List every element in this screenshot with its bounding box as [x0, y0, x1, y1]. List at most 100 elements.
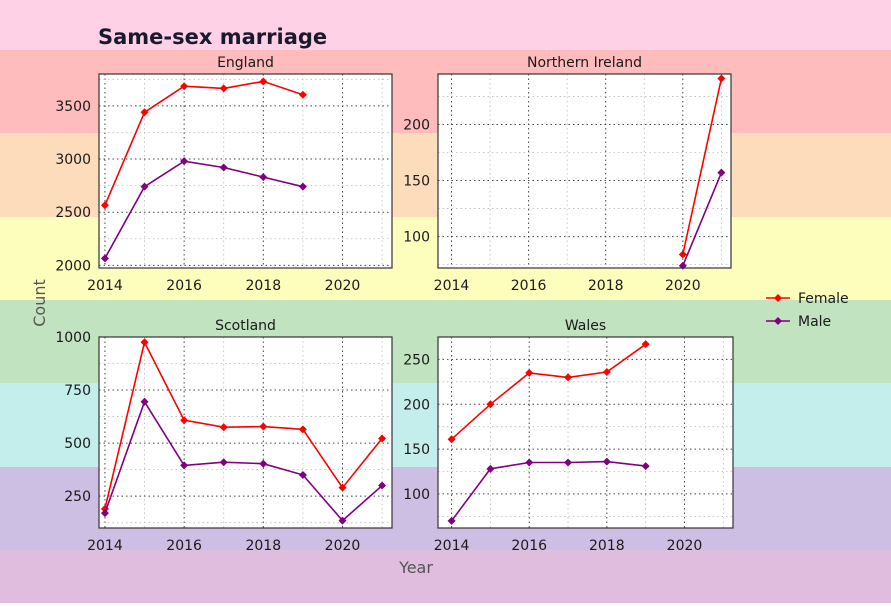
y-tick-label: 3500: [55, 99, 91, 115]
x-tick-label: 2014: [87, 278, 123, 294]
series-line: [682, 78, 723, 255]
panel-background: [438, 337, 733, 528]
x-tick-label: 2016: [511, 278, 547, 294]
data-point: [180, 416, 189, 425]
y-tick-label: 2000: [55, 258, 91, 274]
data-point: [219, 84, 228, 93]
x-tick-label: 2016: [166, 538, 202, 554]
data-point: [219, 163, 228, 172]
chart-panels: England 2014 2016 2018 2020 2000 2500 3000 3500 N…: [55, 55, 734, 554]
data-point: [140, 108, 149, 117]
data-point: [717, 168, 726, 177]
y-tick-label: 250: [64, 489, 91, 505]
series-female: [100, 338, 387, 513]
panel-title: Wales: [565, 318, 606, 334]
y-tick-label: 200: [403, 397, 430, 413]
data-point: [180, 82, 189, 91]
panel-frame: [98, 336, 393, 529]
data-point: [298, 470, 307, 479]
y-tick-label: 500: [64, 436, 91, 452]
x-tick-label: 2018: [245, 538, 281, 554]
panel-background: [99, 337, 392, 528]
gridlines: [99, 74, 392, 268]
panel-title: Northern Ireland: [527, 55, 642, 71]
data-point: [447, 516, 456, 525]
series-male: [447, 457, 650, 525]
data-point: [378, 434, 387, 443]
y-tick-label: 100: [403, 487, 430, 503]
panel-background: [438, 74, 731, 268]
y-tick-label: 3000: [55, 152, 91, 168]
panel-wales: Wales 2014 2016 2018 2020 100 150 200 250: [403, 318, 734, 554]
data-point: [180, 157, 189, 166]
panel-title: Scotland: [215, 318, 276, 334]
legend-item-female: Female: [766, 291, 849, 307]
data-point: [378, 481, 387, 490]
data-point: [486, 400, 495, 409]
panel-scotland: Scotland 2014 2016 2018 2020 250 500 750 1000: [55, 318, 393, 554]
data-point: [298, 425, 307, 434]
y-tick-label: 750: [64, 383, 91, 399]
x-tick-label: 2020: [325, 538, 361, 554]
background-band: [0, 0, 891, 50]
legend: Female Male: [766, 291, 849, 330]
data-point: [641, 462, 650, 471]
panel-background: [99, 74, 392, 268]
series-female: [100, 77, 307, 210]
data-point: [298, 90, 307, 99]
x-tick-label: 2018: [588, 278, 624, 294]
data-point: [602, 367, 611, 376]
series-line: [104, 160, 304, 259]
data-point: [525, 368, 534, 377]
panel-northern-ireland: Northern Ireland 2014 2016 2018 2020 100 150 20…: [403, 55, 732, 294]
data-point: [602, 457, 611, 466]
y-axis-label: Count: [30, 279, 49, 327]
series-female: [447, 340, 650, 444]
x-tick-label: 2014: [87, 538, 123, 554]
series-line: [104, 399, 383, 522]
legend-marker: [774, 317, 782, 325]
figure-title: Same-sex marriage: [98, 25, 327, 49]
y-tick-label: 200: [403, 117, 430, 133]
series-line: [451, 343, 647, 440]
panel-frame: [437, 73, 732, 269]
data-point: [298, 182, 307, 191]
data-point: [100, 509, 109, 518]
data-point: [338, 483, 347, 492]
x-tick-label: 2020: [665, 278, 701, 294]
data-point: [259, 422, 268, 431]
x-tick-label: 2018: [589, 538, 625, 554]
panel-title: England: [217, 55, 274, 71]
data-point: [486, 464, 495, 473]
series-line: [104, 80, 304, 206]
x-tick-label: 2014: [434, 278, 470, 294]
data-point: [100, 201, 109, 210]
data-point: [564, 458, 573, 467]
y-tick-label: 2500: [55, 205, 91, 221]
legend-item-male: Male: [766, 314, 831, 330]
legend-label: Male: [798, 314, 831, 330]
data-point: [140, 338, 149, 347]
data-point: [259, 173, 268, 182]
background-band: [0, 550, 891, 603]
data-point: [641, 340, 650, 349]
legend-marker: [774, 294, 782, 302]
x-tick-label: 2016: [166, 278, 202, 294]
data-point: [525, 458, 534, 467]
series-line: [682, 172, 723, 267]
panel-frame: [437, 336, 734, 529]
series-line: [104, 339, 383, 510]
panel-frame: [98, 73, 393, 269]
panel-england: England 2014 2016 2018 2020 2000 2500 3000 3500: [55, 55, 393, 294]
data-point: [338, 516, 347, 525]
data-point: [219, 423, 228, 432]
x-tick-label: 2018: [245, 278, 281, 294]
data-point: [100, 254, 109, 263]
data-point: [259, 77, 268, 86]
series-male: [100, 397, 387, 525]
legend-label: Female: [798, 291, 849, 307]
y-tick-label: 100: [403, 230, 430, 246]
data-point: [678, 250, 687, 259]
